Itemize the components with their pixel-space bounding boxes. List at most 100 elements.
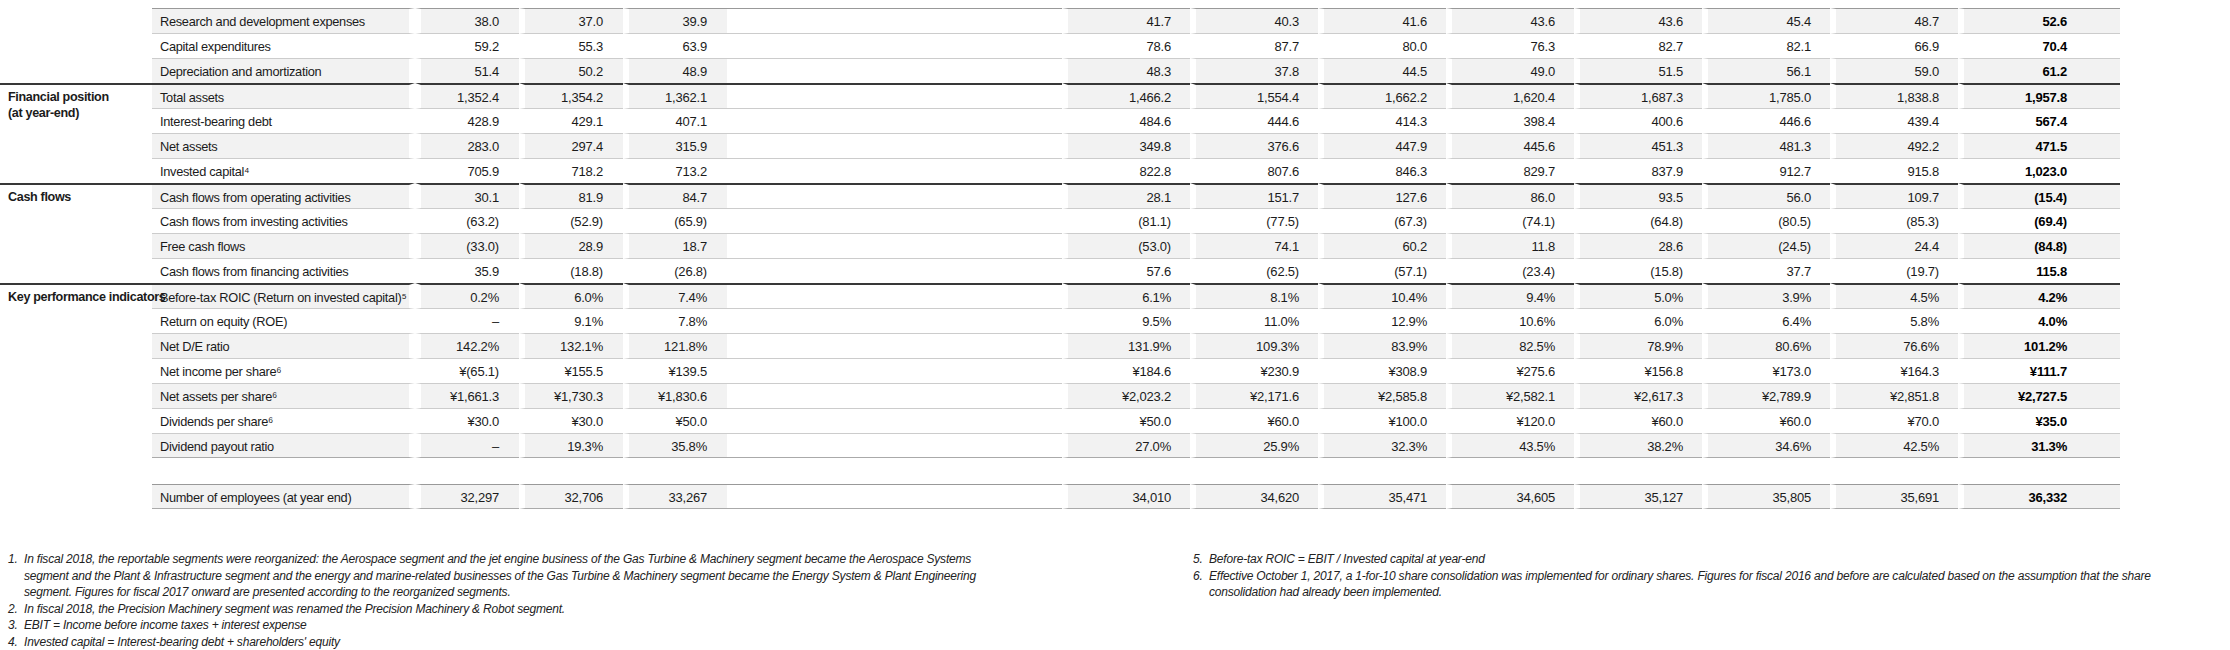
value-cell: 36,332 <box>1958 484 2086 509</box>
column-gap <box>727 283 1062 308</box>
value-cell: ¥230.9 <box>1190 358 1318 383</box>
value-cell: 567.4 <box>1958 108 2086 133</box>
row-label: Dividend payout ratio <box>152 433 415 458</box>
value-cell: ¥173.0 <box>1702 358 1830 383</box>
value-cell: (15.8) <box>1574 258 1702 283</box>
value-cell: 44.5 <box>1318 58 1446 83</box>
value-cell: ¥155.5 <box>519 358 623 383</box>
table-row: Financial position(at year-end)Total ass… <box>0 83 2230 108</box>
column-gap <box>727 208 1062 233</box>
value-cell: 82.1 <box>1702 33 1830 58</box>
value-cell: ¥60.0 <box>1574 408 1702 433</box>
value-cell: (69.4) <box>1958 208 2086 233</box>
column-gap <box>727 308 1062 333</box>
value-cell: 74.1 <box>1190 233 1318 258</box>
value-cell: 76.3 <box>1446 33 1574 58</box>
value-cell: 11.8 <box>1446 233 1574 258</box>
row-label: Dividends per share⁶ <box>152 408 415 433</box>
row-label: Cash flows from investing activities <box>152 208 415 233</box>
value-cell: 48.7 <box>1830 8 1958 33</box>
table-row: Net assets per share⁶¥1,661.3¥1,730.3¥1,… <box>0 383 2230 408</box>
value-cell: 1,687.3 <box>1574 83 1702 108</box>
value-cell: 132.1% <box>519 333 623 358</box>
category-cell <box>0 208 152 233</box>
value-cell: 70.4 <box>1958 33 2086 58</box>
value-cell: 5.8% <box>1830 308 1958 333</box>
value-cell: (33.0) <box>415 233 519 258</box>
value-cell: 846.3 <box>1318 158 1446 183</box>
value-cell: 131.9% <box>1062 333 1190 358</box>
stripe-cap <box>2086 383 2120 408</box>
value-cell: 41.6 <box>1318 8 1446 33</box>
value-cell: 51.5 <box>1574 58 1702 83</box>
category-cell <box>0 358 152 383</box>
stripe-cap <box>2086 258 2120 283</box>
trail-space <box>2120 233 2230 258</box>
trail-space <box>2120 58 2230 83</box>
value-cell: 35,691 <box>1830 484 1958 509</box>
value-cell: 24.4 <box>1830 233 1958 258</box>
value-cell: ¥1,661.3 <box>415 383 519 408</box>
value-cell: 8.1% <box>1190 283 1318 308</box>
footnotes: 1.In fiscal 2018, the reportable segment… <box>0 551 2230 650</box>
value-cell: 6.4% <box>1702 308 1830 333</box>
value-cell: 48.3 <box>1062 58 1190 83</box>
category-cell: Financial position(at year-end) <box>0 83 152 108</box>
value-cell: 283.0 <box>415 133 519 158</box>
value-cell: 34.6% <box>1702 433 1830 458</box>
column-gap <box>727 408 1062 433</box>
column-gap <box>727 333 1062 358</box>
stripe-cap <box>2086 58 2120 83</box>
footnote-text: EBIT = Income before income taxes + inte… <box>24 618 306 632</box>
row-label: Cash flows from operating activities <box>152 183 415 208</box>
value-cell: 445.6 <box>1446 133 1574 158</box>
value-cell: 4.0% <box>1958 308 2086 333</box>
value-cell: 9.5% <box>1062 308 1190 333</box>
value-cell: 52.6 <box>1958 8 2086 33</box>
trail-space <box>2120 333 2230 358</box>
row-label: Interest-bearing debt <box>152 108 415 133</box>
value-cell: 34,605 <box>1446 484 1574 509</box>
value-cell: 39.9 <box>623 8 727 33</box>
value-cell: 481.3 <box>1702 133 1830 158</box>
value-cell: 42.5% <box>1830 433 1958 458</box>
trail-space <box>2120 83 2230 108</box>
footnote-item: 4.Invested capital = Interest-bearing de… <box>8 634 988 650</box>
trail-space <box>2120 158 2230 183</box>
column-gap <box>727 133 1062 158</box>
row-label: Net assets per share⁶ <box>152 383 415 408</box>
value-cell: 37.7 <box>1702 258 1830 283</box>
category-cell <box>0 258 152 283</box>
value-cell: 101.2% <box>1958 333 2086 358</box>
stripe-cap <box>2086 208 2120 233</box>
column-gap <box>727 484 1062 509</box>
value-cell: (26.8) <box>623 258 727 283</box>
trail-space <box>2120 358 2230 383</box>
value-cell: ¥60.0 <box>1190 408 1318 433</box>
trail-space <box>2120 308 2230 333</box>
value-cell: 1,023.0 <box>1958 158 2086 183</box>
value-cell: (63.2) <box>415 208 519 233</box>
column-gap <box>727 33 1062 58</box>
value-cell: 34,620 <box>1190 484 1318 509</box>
value-cell: 59.2 <box>415 33 519 58</box>
stripe-cap <box>2086 283 2120 308</box>
value-cell: 407.1 <box>623 108 727 133</box>
value-cell: 37.8 <box>1190 58 1318 83</box>
row-label: Research and development expenses <box>152 8 415 33</box>
value-cell: (80.5) <box>1702 208 1830 233</box>
value-cell: 127.6 <box>1318 183 1446 208</box>
value-cell: 49.0 <box>1446 58 1574 83</box>
column-gap <box>727 433 1062 458</box>
table-row: Return on equity (ROE)–9.1%7.8%9.5%11.0%… <box>0 308 2230 333</box>
value-cell: 48.9 <box>623 58 727 83</box>
footnote-item: 6.Effective October 1, 2017, a 1-for-10 … <box>1193 568 2213 601</box>
value-cell: 4.2% <box>1958 283 2086 308</box>
value-cell: 32.3% <box>1318 433 1446 458</box>
value-cell: 35.8% <box>623 433 727 458</box>
column-gap <box>727 233 1062 258</box>
footnote-item: 5.Before-tax ROIC = EBIT / Invested capi… <box>1193 551 2213 568</box>
value-cell: ¥30.0 <box>519 408 623 433</box>
category-label: Financial position <box>8 85 152 105</box>
value-cell: 1,785.0 <box>1702 83 1830 108</box>
